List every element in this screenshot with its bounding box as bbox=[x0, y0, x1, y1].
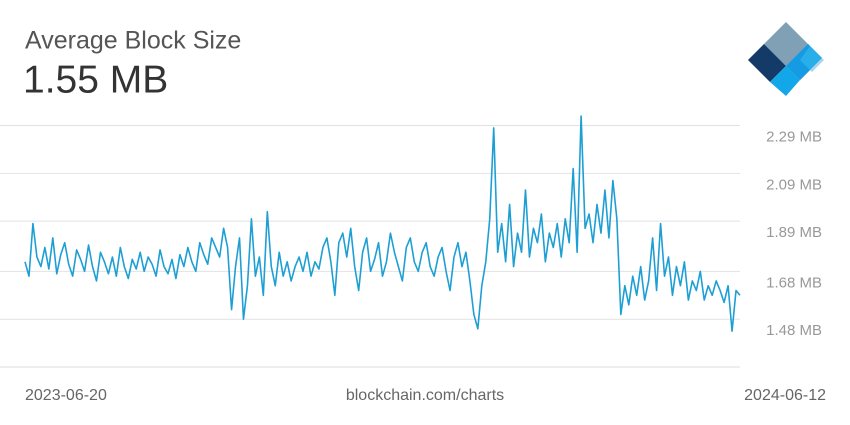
logo-bottom bbox=[770, 66, 800, 96]
chart-title: Average Block Size bbox=[25, 27, 241, 55]
y-tick-label: 1.89 MB bbox=[766, 224, 822, 241]
y-tick-label: 2.09 MB bbox=[766, 176, 822, 193]
x-tick-label: 2024-06-12 bbox=[744, 387, 826, 404]
chart-subtitle: 1.55 MB bbox=[23, 58, 168, 101]
logo-left bbox=[748, 44, 786, 82]
y-tick-label: 2.29 MB bbox=[766, 129, 822, 146]
logo bbox=[748, 22, 824, 96]
y-tick-label: 1.48 MB bbox=[766, 322, 822, 339]
logo-front bbox=[786, 44, 822, 80]
source-label: blockchain.com/charts bbox=[346, 387, 504, 404]
y-tick-label: 1.68 MB bbox=[766, 274, 822, 291]
data-line bbox=[24, 115, 741, 332]
x-tick-label: 2023-06-20 bbox=[25, 387, 107, 404]
